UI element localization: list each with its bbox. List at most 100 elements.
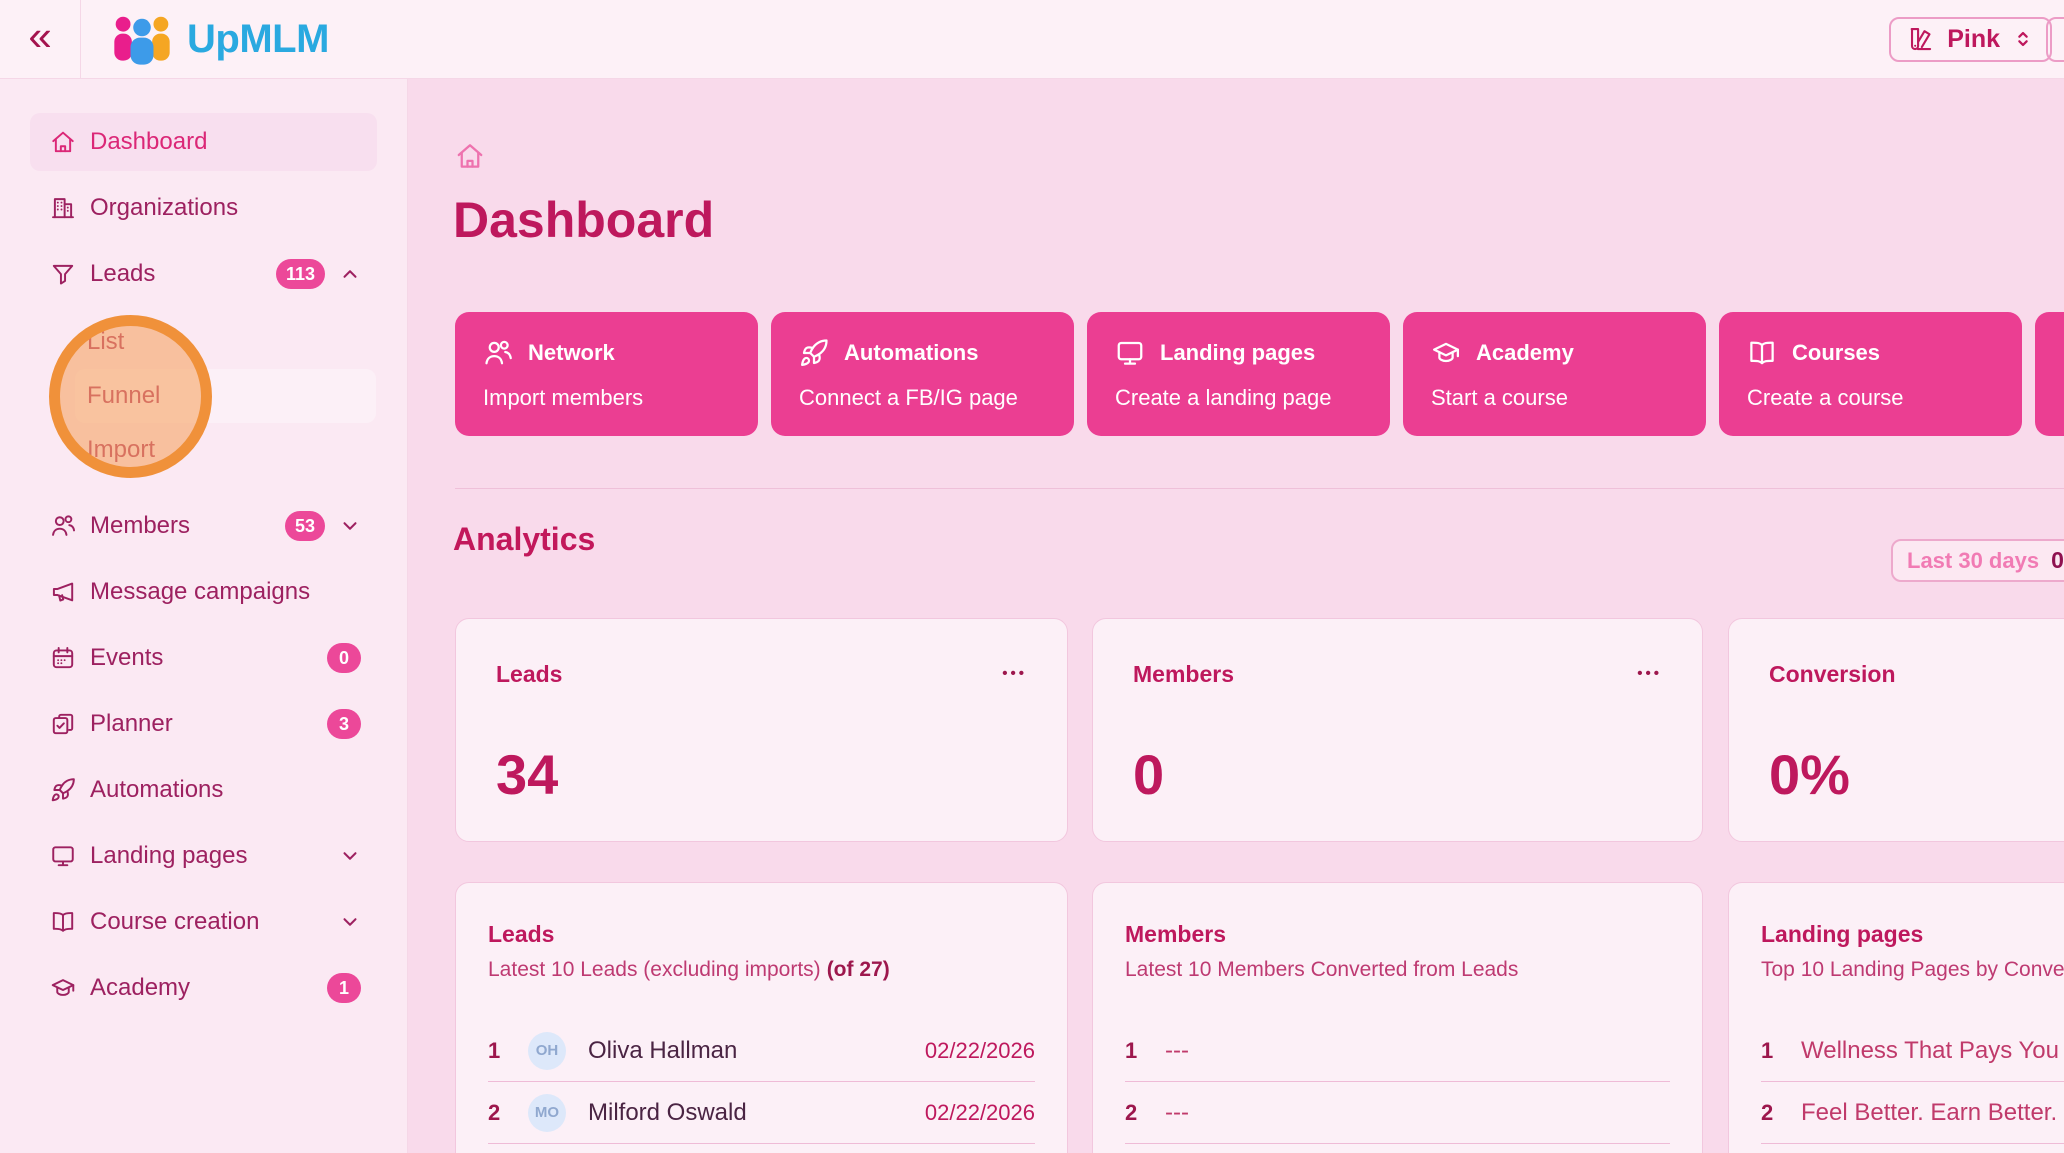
lead-row[interactable]: 1 OH Oliva Hallman 02/22/2026 <box>488 1020 1035 1082</box>
list-card-title: Members <box>1125 921 1226 947</box>
building-icon <box>50 195 76 221</box>
sidebar-item-leads[interactable]: Leads 113 <box>30 245 377 303</box>
analytics-heading: Analytics <box>453 521 596 557</box>
landing-page-row[interactable]: 2 Feel Better. Earn Better. <box>1761 1082 2064 1144</box>
sidebar-item-dashboard[interactable]: Dashboard <box>30 113 377 171</box>
sidebar-item-events[interactable]: Events 0 <box>30 629 377 687</box>
graduation-cap-icon <box>1431 338 1461 368</box>
collapse-sidebar-button[interactable]: « <box>0 0 81 78</box>
sidebar-subitem-list[interactable]: List <box>75 315 376 369</box>
sidebar: Dashboard Organizations Leads 113 List <box>0 79 408 1153</box>
quick-action-automations[interactable]: Automations Connect a FB/IG page <box>771 312 1074 436</box>
chevron-down-icon <box>339 845 361 867</box>
ellipsis-menu-icon[interactable]: ••• <box>1637 665 1662 682</box>
lead-name: Milford Oswald <box>588 1098 747 1126</box>
quick-action-title: Academy <box>1476 340 1574 365</box>
stat-card-members: Members ••• 0 <box>1092 618 1703 842</box>
home-icon <box>50 129 76 155</box>
monitor-icon <box>1115 338 1145 368</box>
list-card-subtitle-text: Latest 10 Leads (excluding imports) <box>488 958 821 981</box>
row-index: 2 <box>488 1099 501 1125</box>
leads-submenu: List Funnel Import <box>0 315 407 477</box>
sidebar-item-members[interactable]: Members 53 <box>30 497 377 555</box>
quick-action-courses[interactable]: Courses Create a course <box>1719 312 2022 436</box>
users-icon <box>483 338 513 368</box>
funnel-icon <box>50 261 76 287</box>
sidebar-item-message-campaigns[interactable]: Message campaigns <box>30 563 377 621</box>
members-count-badge: 53 <box>284 511 325 541</box>
quick-action-title: Landing pages <box>1160 340 1316 365</box>
list-card-subtitle: Latest 10 Leads (excluding imports) (of 2… <box>488 958 1035 982</box>
sidebar-item-course-creation[interactable]: Course creation <box>30 893 377 951</box>
sidebar-item-automations[interactable]: Automations <box>30 761 377 819</box>
row-index: 2 <box>1761 1099 1774 1125</box>
sidebar-item-landing-pages[interactable]: Landing pages <box>30 827 377 885</box>
swatch-book-icon <box>1907 25 1935 53</box>
list-card-subtitle: Top 10 Landing Pages by Convers <box>1761 958 2064 981</box>
list-card-title: Leads <box>488 921 555 947</box>
lead-name: Oliva Hallman <box>588 1036 738 1064</box>
subitem-label: List <box>87 328 125 355</box>
quick-action-subtitle: Import members <box>483 385 644 410</box>
graduation-cap-icon <box>50 975 76 1001</box>
stat-card-title: Conversion <box>1769 661 1896 687</box>
row-index: 1 <box>488 1037 501 1063</box>
sidebar-item-organizations[interactable]: Organizations <box>30 179 377 237</box>
sidebar-item-planner[interactable]: Planner 3 <box>30 695 377 753</box>
theme-selector-value: Pink <box>1947 24 2000 53</box>
row-index: 1 <box>1761 1037 1774 1063</box>
sidebar-subitem-funnel[interactable]: Funnel <box>75 369 376 423</box>
planner-count-badge: 3 <box>327 709 361 739</box>
member-placeholder: --- <box>1165 1098 1189 1126</box>
quick-action-title: Network <box>528 340 615 365</box>
chevron-up-icon <box>339 263 361 285</box>
sidebar-item-label: Members <box>90 512 191 539</box>
row-index: 1 <box>1125 1037 1138 1063</box>
list-card-title: Landing pages <box>1761 921 1924 947</box>
member-row: 1 --- <box>1125 1020 1670 1082</box>
quick-action-title: Automations <box>844 340 979 365</box>
date-range-picker[interactable]: Last 30 days 01/2 <box>1891 539 2064 582</box>
member-row: 2 --- <box>1125 1082 1670 1144</box>
sidebar-item-label: Automations <box>90 776 224 803</box>
list-card-members: Members Latest 10 Members Converted from… <box>1092 882 1703 1153</box>
sidebar-item-label: Leads <box>90 260 156 287</box>
list-card-subtitle-count: (of 27) <box>826 958 890 981</box>
stat-card-title: Leads <box>496 661 563 687</box>
quick-action-landing-pages[interactable]: Landing pages Create a landing page <box>1087 312 1390 436</box>
quick-action-subtitle: Create a course <box>1747 385 1904 410</box>
avatar: OH <box>528 1031 566 1070</box>
calendar-icon <box>50 645 76 671</box>
sidebar-subitem-import[interactable]: Import <box>75 423 376 477</box>
quick-action-network[interactable]: Network Import members <box>455 312 758 436</box>
brand-people-icon <box>109 12 175 66</box>
breadcrumb-home-button[interactable] <box>455 141 485 171</box>
section-divider <box>455 488 2064 489</box>
sidebar-item-label: Course creation <box>90 908 260 935</box>
brand-logo[interactable]: UpMLM <box>109 12 329 66</box>
stat-card-leads: Leads ••• 34 <box>455 618 1068 842</box>
date-range-preset: Last 30 days <box>1907 547 2040 573</box>
lead-date: 02/22/2026 <box>924 1037 1035 1063</box>
quick-action-title: Courses <box>1792 340 1881 365</box>
theme-selector-button[interactable]: Pink <box>1889 16 2052 62</box>
ellipsis-menu-icon[interactable]: ••• <box>1002 665 1027 682</box>
lead-row[interactable]: 2 MO Milford Oswald 02/22/2026 <box>488 1082 1035 1144</box>
secondary-topbar-button-partial[interactable] <box>2046 17 2064 62</box>
stat-card-title: Members <box>1133 661 1234 687</box>
quick-action-academy[interactable]: Academy Start a course <box>1403 312 1706 436</box>
quick-action-partial[interactable]: C <box>2035 312 2064 436</box>
quick-action-subtitle: Start a course <box>1431 385 1568 410</box>
stat-card-value: 34 <box>496 743 559 806</box>
rocket-icon <box>50 777 76 803</box>
sidebar-item-academy[interactable]: Academy 1 <box>30 959 377 1017</box>
topbar: « UpMLM Pink <box>0 0 2064 79</box>
landing-page-row[interactable]: 1 Wellness That Pays You Back <box>1761 1020 2064 1082</box>
page-title: Dashboard <box>453 192 715 248</box>
sidebar-item-label: Dashboard <box>90 128 208 155</box>
avatar: MO <box>528 1093 566 1132</box>
stat-card-value: 0% <box>1769 743 1850 806</box>
book-open-icon <box>1747 338 1777 368</box>
subitem-label: Funnel <box>87 382 161 409</box>
list-card-landing-pages: Landing pages Top 10 Landing Pages by Co… <box>1728 882 2064 1153</box>
